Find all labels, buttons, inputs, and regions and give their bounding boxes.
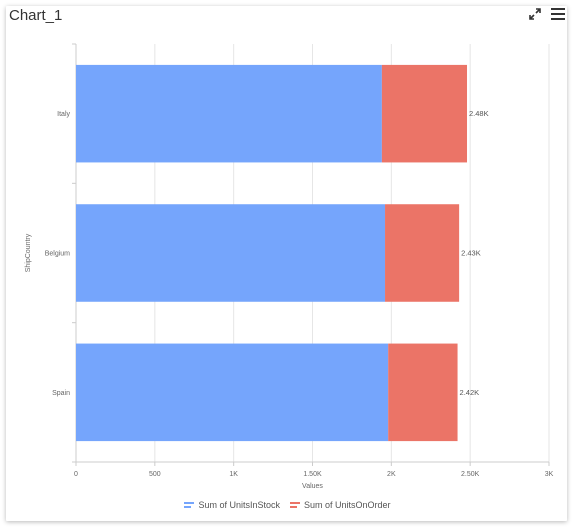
x-tick-label: 2.50K <box>461 471 480 478</box>
chart-title: Chart_1 <box>9 7 63 24</box>
bar-segment <box>76 343 389 442</box>
bar-segment <box>76 204 386 302</box>
y-axis-title: ShipCountry <box>25 233 32 272</box>
legend-swatch-icon <box>290 501 300 509</box>
legend-swatch-icon <box>184 501 195 509</box>
hamburger-menu-icon[interactable] <box>551 7 565 25</box>
data-label: 2.48K <box>469 109 489 118</box>
bar-segment <box>385 204 460 302</box>
x-tick-label: 2K <box>387 471 396 478</box>
data-label: 2.43K <box>461 249 481 258</box>
y-tick-label: Belgium <box>45 251 70 258</box>
x-tick-label: 0 <box>74 471 78 478</box>
x-axis-title: Values <box>302 483 323 490</box>
x-tick-label: 1K <box>229 471 238 478</box>
legend-label: Sum of UnitsInStock <box>198 500 280 510</box>
y-tick-label: Spain <box>52 390 70 397</box>
data-label: 2.42K <box>460 388 480 397</box>
bar-segment <box>388 343 458 442</box>
x-tick-label: 3K <box>545 471 554 478</box>
legend-label: Sum of UnitsOnOrder <box>304 500 391 510</box>
expand-arrows-icon[interactable] <box>529 7 541 25</box>
chart-legend: Sum of UnitsInStock Sum of UnitsOnOrder <box>0 500 575 510</box>
bar-segment <box>381 64 468 163</box>
legend-item[interactable]: Sum of UnitsInStock <box>184 500 280 510</box>
legend-item[interactable]: Sum of UnitsOnOrder <box>290 500 391 510</box>
x-tick-label: 1.50K <box>303 471 322 478</box>
x-tick-label: 500 <box>149 471 161 478</box>
bar-segment <box>76 64 382 163</box>
y-tick-label: Italy <box>57 111 70 118</box>
panel-toolbar <box>529 7 565 25</box>
